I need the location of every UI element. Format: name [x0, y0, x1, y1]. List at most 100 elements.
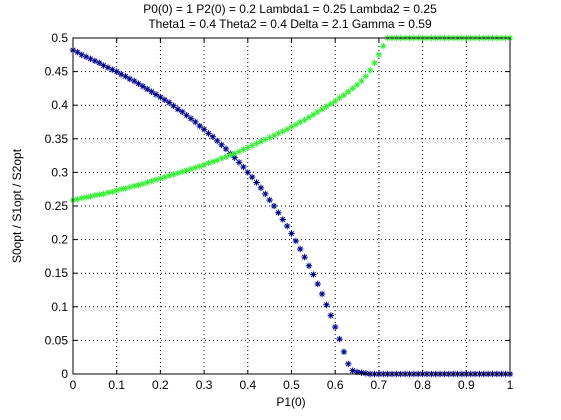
- x-tick-label: 0.5: [283, 378, 300, 392]
- y-tick-label: 0: [61, 367, 68, 381]
- data-point: [314, 108, 321, 116]
- data-point: [100, 62, 107, 69]
- x-tick-label: 0.4: [239, 378, 256, 392]
- data-point: [314, 280, 321, 288]
- x-axis-label: P1(0): [276, 395, 305, 409]
- data-point: [78, 51, 85, 58]
- data-point: [87, 55, 94, 63]
- y-tick-label: 0.4: [51, 98, 68, 112]
- data-point: [96, 191, 103, 198]
- data-point: [192, 118, 199, 126]
- data-point: [323, 103, 330, 110]
- data-point: [161, 96, 168, 104]
- y-tick-label: 0.2: [51, 233, 68, 247]
- data-point: [117, 71, 125, 78]
- data-point: [113, 187, 120, 194]
- data-point: [297, 118, 304, 126]
- data-point: [183, 112, 190, 119]
- data-point: [78, 194, 85, 202]
- x-tick-label: 0.1: [108, 378, 125, 392]
- data-point: [200, 161, 208, 169]
- data-point: [135, 181, 142, 189]
- data-point: [82, 53, 90, 61]
- data-point: [240, 163, 247, 171]
- data-point: [74, 196, 81, 203]
- data-point: [157, 93, 164, 101]
- data-point: [148, 177, 155, 185]
- data-point: [248, 142, 256, 149]
- data-point: [279, 216, 286, 223]
- data-point: [262, 190, 269, 198]
- data-point: [196, 122, 203, 130]
- data-point: [362, 73, 369, 80]
- data-point: [371, 59, 378, 67]
- data-point: [144, 179, 151, 186]
- data-point: [170, 171, 177, 178]
- data-point: [227, 151, 234, 159]
- data-point: [262, 136, 269, 143]
- y-tick-label: 0.1: [51, 300, 68, 314]
- data-point: [275, 130, 282, 137]
- x-tick-label: 0: [70, 378, 77, 392]
- x-tick-label: 0.3: [196, 378, 213, 392]
- data-point: [327, 100, 335, 108]
- y-tick-label: 0.25: [45, 199, 69, 213]
- data-point: [362, 370, 369, 377]
- data-point: [288, 123, 295, 130]
- data-point: [109, 66, 116, 73]
- y-tick-label: 0.45: [45, 65, 69, 79]
- data-point: [82, 194, 90, 201]
- data-point: [336, 94, 343, 102]
- chart-title-line-2: Theta1 = 0.4 Theta2 = 0.4 Delta = 2.1 Ga…: [148, 17, 432, 31]
- data-point: [152, 176, 160, 183]
- x-tick-label: 0.6: [327, 378, 344, 392]
- data-point: [266, 134, 273, 141]
- data-point: [248, 173, 256, 181]
- data-point: [310, 111, 317, 118]
- data-point: [240, 146, 247, 153]
- data-point: [358, 369, 365, 376]
- x-tick-label: 1: [507, 378, 514, 392]
- data-point: [179, 168, 186, 175]
- data-point: [349, 85, 356, 92]
- data-point: [275, 209, 282, 216]
- data-point: [196, 163, 203, 170]
- data-point: [91, 57, 99, 65]
- data-point: [336, 335, 343, 343]
- x-tick-label: 0.2: [152, 378, 169, 392]
- data-point: [205, 130, 212, 137]
- data-point: [157, 175, 164, 182]
- data-point: [100, 190, 107, 198]
- data-point: [235, 159, 243, 166]
- y-tick-label: 0.35: [45, 132, 69, 146]
- x-tick-label: 0.9: [458, 378, 475, 392]
- data-point: [345, 88, 352, 95]
- data-point: [165, 172, 173, 179]
- data-point: [353, 368, 361, 376]
- data-point: [214, 137, 221, 145]
- data-point: [349, 367, 356, 374]
- data-point: [283, 222, 291, 230]
- data-point: [235, 148, 243, 155]
- data-point: [270, 202, 278, 210]
- data-point: [301, 116, 308, 124]
- data-point: [270, 132, 278, 139]
- data-point: [214, 157, 221, 164]
- data-point: [375, 51, 383, 58]
- chart-title-line-1: P0(0) = 1 P2(0) = 0.2 Lambda1 = 0.25 Lam…: [143, 2, 437, 16]
- data-point: [244, 144, 251, 151]
- data-point: [139, 180, 147, 188]
- data-point: [104, 189, 112, 196]
- data-point: [332, 323, 339, 331]
- data-point: [209, 133, 217, 140]
- y-tick-labels: 0 0.05 0.1 0.15 0.2 0.25 0.3 0.35 0.4 0.45 0.5: [45, 31, 69, 381]
- y-tick-label: 0.05: [45, 333, 69, 347]
- data-point: [266, 196, 273, 204]
- data-point: [174, 169, 182, 177]
- data-point: [209, 158, 217, 165]
- data-point: [345, 360, 352, 368]
- data-point: [130, 77, 138, 85]
- data-point: [353, 81, 361, 89]
- data-point: [148, 88, 155, 95]
